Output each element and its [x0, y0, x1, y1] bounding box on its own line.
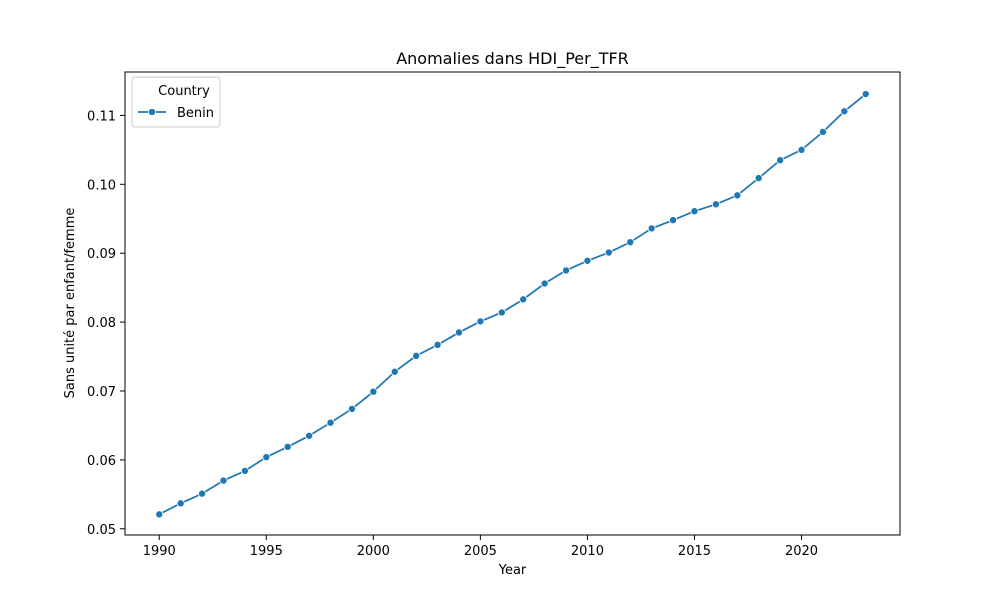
- x-tick-label: 2000: [357, 544, 390, 559]
- data-point: [604, 248, 613, 257]
- data-point: [583, 256, 592, 265]
- legend: Country Benin: [131, 76, 221, 128]
- data-point: [305, 431, 314, 440]
- x-tick-label: 1995: [250, 544, 283, 559]
- data-point: [818, 127, 827, 136]
- data-point: [326, 418, 335, 427]
- data-point: [219, 476, 228, 485]
- data-point: [240, 466, 249, 475]
- data-point: [690, 207, 699, 216]
- chart-title: Anomalies dans HDI_Per_TFR: [396, 49, 629, 69]
- data-point: [433, 340, 442, 349]
- data-point: [369, 387, 378, 396]
- data-point: [776, 156, 785, 165]
- y-tick-label: 0.05: [87, 523, 116, 538]
- y-tick-label: 0.09: [87, 247, 116, 262]
- data-point: [198, 489, 207, 498]
- y-tick-label: 0.06: [87, 454, 116, 469]
- series-line-benin: [158, 93, 867, 516]
- plot-layer: [155, 90, 870, 519]
- y-axis-title: Sans unité par enfant/femme: [63, 208, 78, 399]
- data-point: [262, 453, 271, 462]
- data-point: [861, 90, 870, 99]
- data-point: [711, 200, 720, 209]
- data-point: [476, 317, 485, 326]
- data-point: [669, 216, 678, 225]
- data-point: [733, 191, 742, 200]
- x-tick-label: 2010: [571, 544, 604, 559]
- axes-layer: 1990 1995 2000 2005 2010 2015 2020 0.05 0.06 0.07…: [87, 71, 901, 559]
- x-axis-title: Year: [498, 563, 527, 578]
- data-point: [540, 279, 549, 288]
- data-point: [176, 499, 185, 508]
- data-point: [283, 442, 292, 451]
- data-point: [497, 308, 506, 317]
- data-point: [626, 238, 635, 247]
- y-tick-label: 0.10: [87, 178, 116, 193]
- x-tick-label: 2020: [785, 544, 818, 559]
- legend-title: Country: [158, 84, 210, 99]
- x-tick-label: 2015: [678, 544, 711, 559]
- data-point: [412, 351, 421, 360]
- x-tick-label: 1990: [143, 544, 176, 559]
- y-tick-label: 0.11: [87, 109, 116, 124]
- x-tick-label: 2005: [464, 544, 497, 559]
- plot-frame: [124, 71, 901, 536]
- y-tick-label: 0.07: [87, 385, 116, 400]
- data-point: [155, 510, 164, 519]
- data-point: [454, 328, 463, 337]
- data-point: [390, 367, 399, 376]
- data-point: [797, 145, 806, 154]
- y-tick-label: 0.08: [87, 316, 116, 331]
- data-point: [647, 224, 656, 233]
- data-point: [519, 295, 528, 304]
- data-point: [840, 107, 849, 116]
- data-point: [347, 404, 356, 413]
- legend-marker-benin: [147, 108, 156, 117]
- data-point: [562, 266, 571, 275]
- data-point: [754, 174, 763, 183]
- legend-label-benin: Benin: [177, 106, 214, 121]
